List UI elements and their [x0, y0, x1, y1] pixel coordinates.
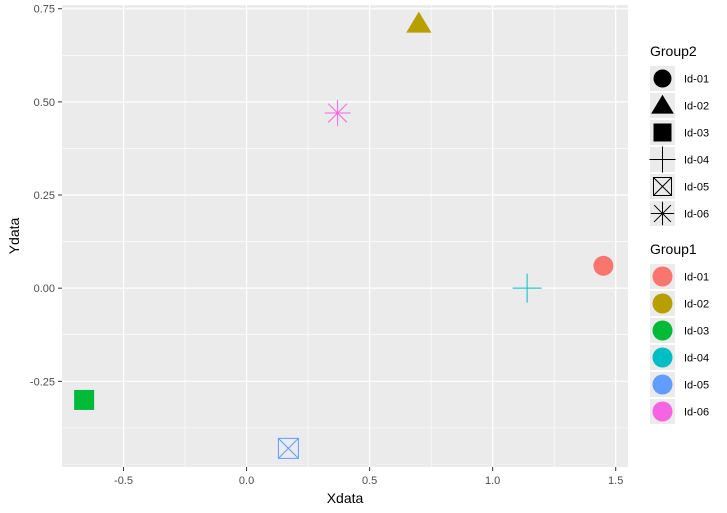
data-point-id-06: [324, 100, 351, 127]
x-tick-label: 0.0: [239, 475, 254, 487]
x-tick-label: 0.5: [362, 475, 377, 487]
x-axis-ticks: -0.5 0.0 0.5 1.0 1.5: [114, 467, 623, 487]
legend-item-group2: Id-01: [650, 66, 709, 91]
y-tick-label: -0.25: [30, 376, 55, 388]
legend-item-group1: Id-04: [650, 345, 709, 370]
y-axis-ticks: -0.25 0.00 0.25 0.50 0.75: [30, 4, 62, 388]
legend-key-color-swatch: [652, 374, 673, 395]
legend-key-color-swatch: [652, 347, 673, 368]
legend-item-group2: Id-03: [650, 120, 709, 145]
legend-title-group2: Group2: [650, 43, 697, 59]
legend-label: Id-01: [684, 272, 709, 284]
data-point-id-04: [512, 273, 542, 303]
legend-key-plus-icon: [649, 146, 676, 173]
legend-label: Id-03: [684, 128, 709, 140]
legend-item-group1: Id-02: [650, 291, 709, 316]
x-axis-title: Xdata: [327, 490, 364, 506]
legend-item-group2: Id-06: [650, 201, 709, 226]
y-tick-label: 0.50: [34, 97, 55, 109]
legend-key-color-swatch: [652, 401, 673, 422]
legend-key-color-swatch: [652, 293, 673, 314]
x-tick-label: 1.5: [608, 475, 623, 487]
legend-key-square-icon: [653, 123, 672, 142]
legend-item-group1: Id-06: [650, 399, 709, 424]
legends: Group2 Id-01 Id-02 Id-03 Id-04 Id-05 Id-06 Grou…: [649, 43, 709, 424]
data-point-id-05: [277, 437, 299, 459]
legend-key-circle-icon: [653, 69, 672, 88]
legend-label: Id-05: [684, 182, 709, 194]
data-point-id-02: [406, 11, 432, 33]
legend-key-asterisk-icon: [650, 201, 675, 226]
legend-label: Id-06: [684, 407, 709, 419]
data-points: [74, 11, 614, 459]
legend-label: Id-05: [684, 380, 709, 392]
plot-panel: [62, 5, 628, 467]
legend-label: Id-03: [684, 326, 709, 338]
legend-label: Id-02: [684, 299, 709, 311]
y-tick-label: 0.25: [34, 190, 55, 202]
data-point-id-01: [593, 255, 614, 276]
y-tick-label: 0.00: [34, 283, 55, 295]
legend-label: Id-06: [684, 209, 709, 221]
legend-key-triangle-icon: [651, 94, 674, 114]
legend-item-group2: Id-05: [650, 174, 709, 199]
x-tick-label: -0.5: [114, 475, 133, 487]
legend-label: Id-04: [684, 353, 709, 365]
y-tick-label: 0.75: [34, 4, 55, 16]
legend-item-group1: Id-03: [650, 318, 709, 343]
legend-label: Id-04: [684, 155, 709, 167]
legend-item-group2: Id-02: [650, 93, 709, 118]
grid-lines: [62, 5, 628, 467]
legend-title-group1: Group1: [650, 241, 697, 257]
legend-label: Id-01: [684, 74, 709, 86]
x-tick-label: 1.0: [485, 475, 500, 487]
legend-key-color-swatch: [652, 320, 673, 341]
legend-item-group2: Id-04: [649, 146, 709, 173]
legend-item-group1: Id-05: [650, 372, 709, 397]
legend-label: Id-02: [684, 101, 709, 113]
legend-key-color-swatch: [652, 266, 673, 287]
legend-key-square-cross-icon: [653, 177, 672, 196]
y-axis-title: Ydata: [6, 217, 22, 254]
data-point-id-03: [74, 389, 95, 410]
legend-item-group1: Id-01: [650, 264, 709, 289]
